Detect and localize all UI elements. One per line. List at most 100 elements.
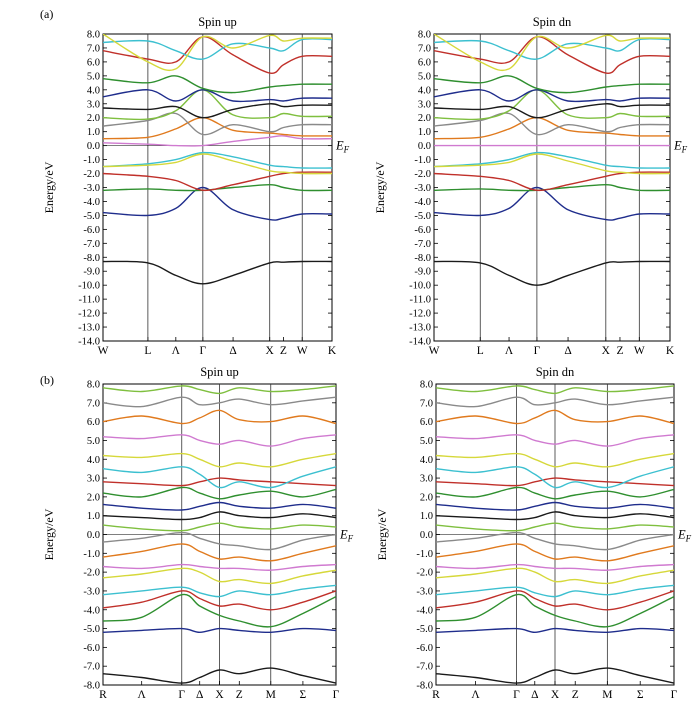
- band-line: [103, 590, 336, 611]
- y-tick-label: 8.0: [87, 380, 100, 391]
- y-tick-label: 6.0: [87, 57, 100, 68]
- part-label-a: (a): [40, 7, 53, 21]
- panel-title: Spin up: [200, 365, 239, 379]
- y-tick-label: -8.0: [414, 253, 431, 264]
- band-line: [103, 486, 336, 500]
- band-line: [434, 153, 670, 175]
- k-point-label: X: [602, 345, 611, 357]
- y-tick-label: -2.0: [414, 169, 431, 180]
- band-line: [103, 567, 336, 585]
- y-tick-label: 7.0: [87, 398, 100, 409]
- plot-frame: [433, 33, 671, 342]
- y-tick-label: -11.0: [410, 295, 431, 306]
- y-tick-label: -1.0: [414, 155, 431, 166]
- band-line: [436, 563, 674, 571]
- y-tick-label: -7.0: [416, 662, 433, 673]
- band-line: [436, 567, 674, 585]
- k-point-label: K: [666, 345, 675, 357]
- band-panel-b-spin-dn: 8.0 7.0 6.0 5.0 4.0 3.0 2.0 1.0 0.0 -1.0 -2.0 -3.0 -…: [375, 365, 692, 701]
- y-axis-label: Energy/eV: [42, 161, 56, 213]
- k-point-label: Z: [236, 689, 243, 701]
- fermi-label: EF: [673, 139, 688, 155]
- y-tick-label: -7.0: [83, 662, 100, 673]
- k-point-label: L: [144, 345, 151, 357]
- k-point-label: Λ: [172, 345, 181, 357]
- band-line: [436, 667, 674, 684]
- band-line: [103, 34, 332, 72]
- k-point-label: K: [328, 345, 337, 357]
- band-line: [103, 151, 332, 169]
- y-tick-label: 4.0: [418, 85, 431, 96]
- y-tick-label: 4.0: [87, 455, 100, 466]
- k-point-label: Γ: [333, 689, 340, 701]
- band-line: [103, 396, 336, 408]
- band-line: [103, 627, 336, 634]
- k-point-label: X: [215, 689, 224, 701]
- y-tick-label: 7.0: [420, 398, 433, 409]
- band-line: [434, 116, 670, 140]
- band-line: [436, 486, 674, 500]
- band-line: [434, 36, 670, 75]
- band-line: [436, 522, 674, 532]
- band-line: [434, 103, 670, 119]
- band-line: [436, 590, 674, 611]
- band-line: [434, 151, 670, 169]
- y-tick-label: 3.0: [87, 474, 100, 485]
- band-line: [103, 153, 332, 175]
- y-tick-label: -5.0: [416, 624, 433, 635]
- band-line: [103, 89, 332, 121]
- band-line: [103, 543, 336, 562]
- y-tick-label: -6.0: [83, 225, 100, 236]
- k-point-label: Δ: [229, 345, 236, 357]
- y-tick-label: 6.0: [420, 417, 433, 428]
- k-point-label: R: [432, 689, 440, 701]
- y-tick-label: -11.0: [79, 295, 100, 306]
- panel-title: Spin dn: [536, 365, 575, 379]
- y-tick-label: -1.0: [416, 549, 433, 560]
- y-axis-label: Energy/eV: [375, 508, 389, 560]
- k-point-label: X: [266, 345, 275, 357]
- y-axis-label: Energy/eV: [42, 508, 56, 560]
- band-line: [103, 511, 336, 521]
- k-point-label: Δ: [531, 689, 538, 701]
- y-tick-label: -7.0: [83, 239, 100, 250]
- y-tick-label: -2.0: [83, 169, 100, 180]
- y-tick-label: 0.0: [87, 530, 100, 541]
- y-tick-label: 0.0: [418, 141, 431, 152]
- k-point-label: Γ: [534, 345, 541, 357]
- band-line: [436, 531, 674, 551]
- y-tick-label: 2.0: [418, 113, 431, 124]
- band-line: [103, 563, 336, 571]
- band-line: [436, 584, 674, 598]
- band-line: [103, 171, 332, 192]
- band-line: [103, 409, 336, 425]
- y-tick-label: 1.0: [87, 127, 100, 138]
- y-tick-label: -6.0: [416, 643, 433, 654]
- y-tick-label: -9.0: [83, 267, 100, 278]
- y-tick-label: -5.0: [83, 211, 100, 222]
- band-line: [103, 135, 332, 147]
- fermi-label: EF: [335, 139, 350, 155]
- band-line: [434, 34, 670, 72]
- band-line: [436, 501, 674, 511]
- band-line: [436, 409, 674, 425]
- band-line: [103, 531, 336, 551]
- y-tick-label: -12.0: [78, 309, 100, 320]
- y-tick-label: 2.0: [420, 492, 433, 503]
- k-point-label: Λ: [505, 345, 514, 357]
- y-tick-label: 1.0: [87, 511, 100, 522]
- y-tick-label: -14.0: [78, 337, 100, 348]
- band-line: [103, 260, 332, 285]
- y-tick-label: -13.0: [78, 323, 100, 334]
- y-tick-label: 6.0: [87, 417, 100, 428]
- k-point-label: Δ: [196, 689, 203, 701]
- k-point-label: R: [99, 689, 107, 701]
- k-point-label: M: [602, 689, 612, 701]
- y-tick-label: 7.0: [418, 43, 431, 54]
- band-line: [436, 477, 674, 487]
- band-line: [436, 385, 674, 395]
- band-line: [436, 396, 674, 408]
- y-tick-label: -1.0: [83, 549, 100, 560]
- band-line: [436, 593, 674, 628]
- band-line: [436, 466, 674, 489]
